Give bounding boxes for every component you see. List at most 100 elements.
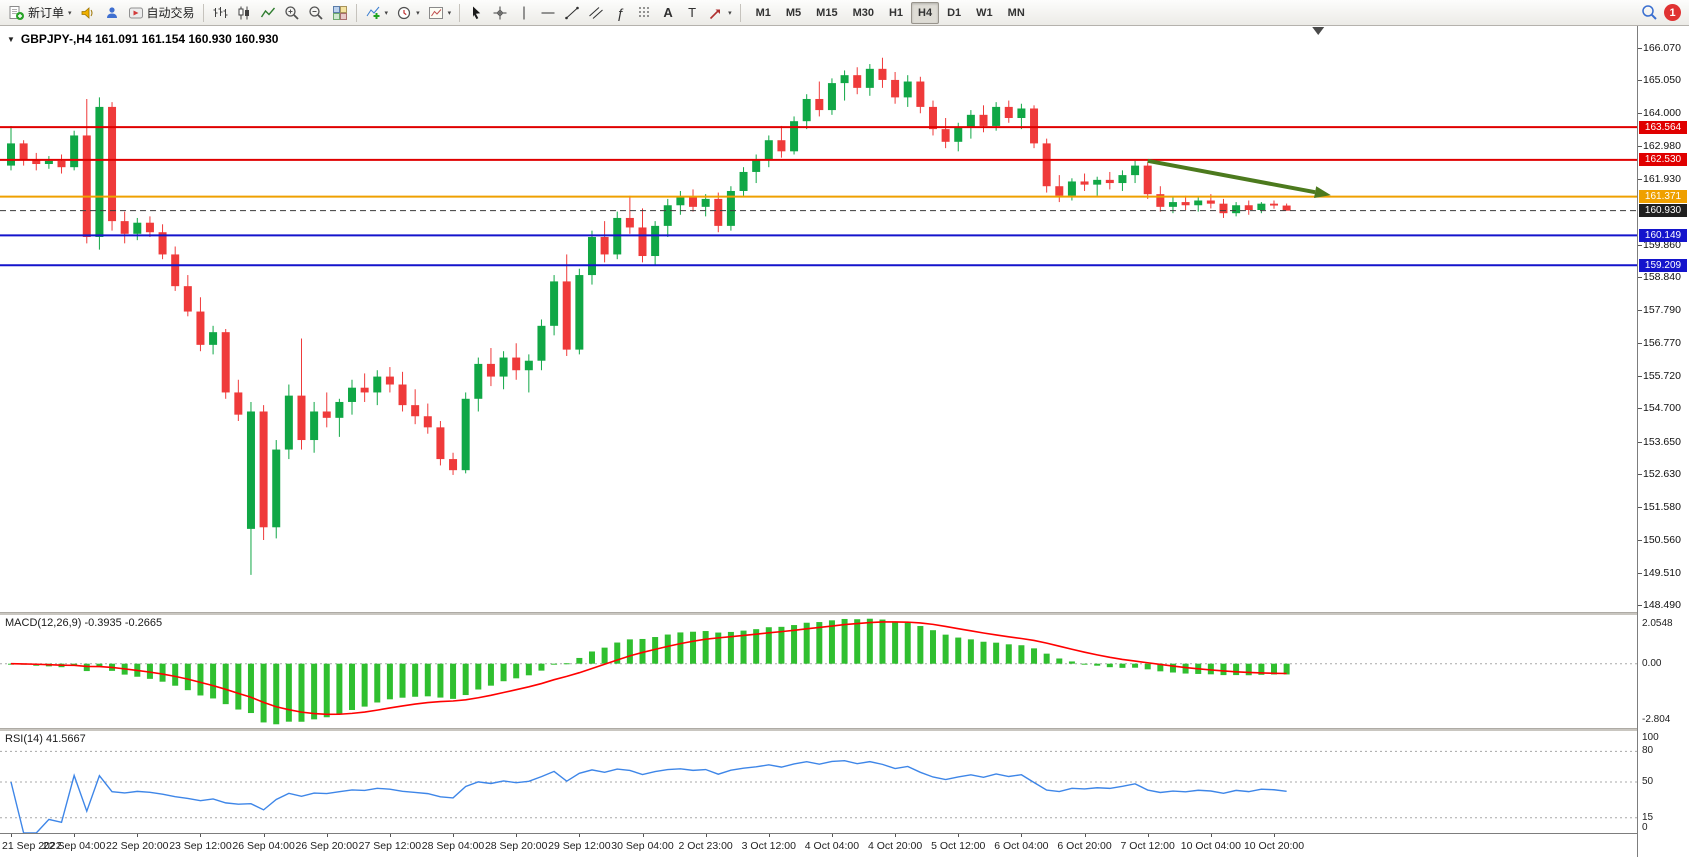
macd-signal-line — [10, 621, 1287, 716]
timeframe-h1[interactable]: H1 — [888, 6, 904, 19]
price-tick-mark — [1638, 507, 1642, 509]
rsi-scale-label: 15 — [1642, 811, 1654, 823]
periods-button[interactable]: ▾ — [392, 2, 424, 24]
timeframe-mn[interactable]: MN — [1007, 6, 1025, 19]
new-order-button[interactable]: 新订单 ▾ — [4, 2, 76, 24]
sound-icon — [81, 6, 93, 19]
time-tick-mark — [642, 834, 644, 837]
rsi-line — [10, 759, 1287, 833]
tile-windows-button[interactable] — [328, 2, 352, 24]
notification-badge[interactable]: 1 — [1664, 4, 1681, 21]
main-toolbar: 新订单 ▾ 自动交易 ▾ ▾ ▾ — [0, 0, 1689, 26]
macd-histogram — [8, 618, 1290, 725]
caret-down-icon: ▾ — [68, 9, 72, 17]
price-tick-mark — [1638, 79, 1642, 81]
price-tick: 150.560 — [1643, 533, 1681, 546]
caret-down-icon: ▾ — [384, 9, 389, 17]
timeframe-d1[interactable]: D1 — [947, 6, 962, 19]
indicators-button[interactable]: ▾ — [361, 2, 393, 24]
horizontal-line-tool-button[interactable] — [536, 2, 560, 24]
autotrading-button[interactable]: 自动交易 — [124, 2, 199, 24]
timeframe-w1[interactable]: W1 — [976, 6, 993, 19]
caret-down-icon: ▾ — [416, 9, 420, 17]
profiles-button[interactable] — [100, 2, 124, 24]
panel-splitter[interactable] — [0, 728, 1637, 731]
timeframe-m1[interactable]: M1 — [755, 6, 771, 19]
price-tick: 148.490 — [1643, 599, 1681, 612]
price-chart[interactable] — [0, 26, 1637, 612]
time-label: 21 Sep 2022 — [2, 840, 62, 852]
timeframe-m30[interactable]: M30 — [852, 6, 874, 19]
ohlc-bars-icon — [213, 6, 228, 18]
rsi-chart[interactable] — [0, 731, 1637, 833]
cursor-tool-button[interactable] — [464, 2, 488, 24]
text-tool-button[interactable]: A — [656, 2, 680, 24]
autotrading-label: 自动交易 — [146, 6, 195, 20]
chart-shift-marker[interactable] — [1312, 27, 1325, 35]
caret-down-icon: ▾ — [447, 9, 452, 17]
time-label: 2 Oct 23:00 — [678, 840, 733, 852]
zoom-in-button[interactable] — [280, 2, 304, 24]
chart-menu-caret-icon[interactable]: ▼ — [7, 34, 15, 44]
price-tick-mark — [1638, 441, 1642, 443]
zoom-out-button[interactable] — [304, 2, 328, 24]
time-label: 22 Sep 04:00 — [42, 840, 106, 852]
indicators-icon — [366, 6, 380, 19]
price-tick-mark — [1638, 605, 1642, 607]
line-chart-icon — [260, 7, 275, 17]
time-label: 28 Sep 20:00 — [484, 840, 548, 852]
arrows-tool-button[interactable]: ▾ — [704, 2, 736, 24]
vertical-line-tool-button[interactable] — [512, 2, 536, 24]
timeframe-h4[interactable]: H4 — [911, 1, 940, 24]
channel-icon — [589, 6, 603, 19]
price-tick: 155.720 — [1643, 369, 1681, 382]
timeframe-m15[interactable]: M15 — [816, 6, 838, 19]
line-chart-button[interactable] — [256, 2, 280, 24]
trendline-tool-button[interactable] — [560, 2, 584, 24]
channel-tool-button[interactable] — [584, 2, 608, 24]
time-tick-mark — [895, 834, 897, 837]
price-tick-mark — [1638, 342, 1642, 344]
text-label-tool-button[interactable]: T — [680, 2, 704, 24]
time-axis[interactable]: 21 Sep 2022 22 Sep 04:00 22 Sep 20:00 23 Se… — [0, 833, 1637, 857]
price-tick-mark — [1638, 178, 1642, 180]
price-tick-mark — [1638, 408, 1642, 410]
caret-down-icon: ▾ — [728, 9, 732, 17]
time-label: 7 Oct 12:00 — [1120, 840, 1175, 852]
price-axis[interactable]: 166.070 165.050 164.000 162.980 161.930 159.8… — [1637, 26, 1689, 857]
time-tick-mark — [263, 834, 265, 837]
cycle-lines-tool-button[interactable] — [632, 2, 656, 24]
panel-splitter[interactable] — [0, 612, 1637, 615]
candlestick-chart-button[interactable] — [232, 2, 256, 24]
price-tick: 166.070 — [1643, 41, 1681, 54]
price-tick: 158.840 — [1643, 270, 1681, 283]
time-label: 28 Sep 04:00 — [421, 840, 485, 852]
bar-chart-button[interactable] — [208, 2, 232, 24]
time-label: 4 Oct 04:00 — [804, 840, 860, 852]
crosshair-tool-button[interactable] — [488, 2, 512, 24]
time-label: 6 Oct 04:00 — [994, 840, 1049, 852]
time-tick-mark — [516, 834, 518, 837]
price-badge-163.564: 163.564 — [1639, 120, 1687, 134]
time-tick-mark — [579, 834, 581, 837]
time-tick-mark — [1021, 834, 1023, 837]
time-tick-mark — [705, 834, 707, 837]
search-button[interactable] — [1637, 2, 1662, 24]
tile-windows-icon — [332, 5, 347, 20]
timeframe-m5[interactable]: M5 — [785, 6, 802, 19]
fibonacci-tool-button[interactable]: ƒ — [608, 2, 632, 24]
trend-arrow[interactable] — [1147, 158, 1331, 199]
templates-button[interactable]: ▾ — [424, 2, 456, 24]
macd-label: MACD(12,26,9) -0.3935 -0.2665 — [5, 617, 163, 629]
search-icon — [1642, 5, 1657, 20]
time-tick-mark — [74, 834, 76, 837]
time-tick-mark — [200, 834, 202, 837]
time-label: 10 Oct 04:00 — [1180, 840, 1241, 852]
macd-chart[interactable] — [0, 615, 1637, 728]
price-tick: 149.510 — [1643, 566, 1681, 579]
chart-title: ▼ GBPJPY-,H4 161.091 161.154 160.930 160… — [7, 32, 278, 46]
time-label: 3 Oct 12:00 — [741, 840, 796, 852]
price-tick: 153.650 — [1643, 435, 1681, 448]
sound-button[interactable] — [76, 2, 100, 24]
